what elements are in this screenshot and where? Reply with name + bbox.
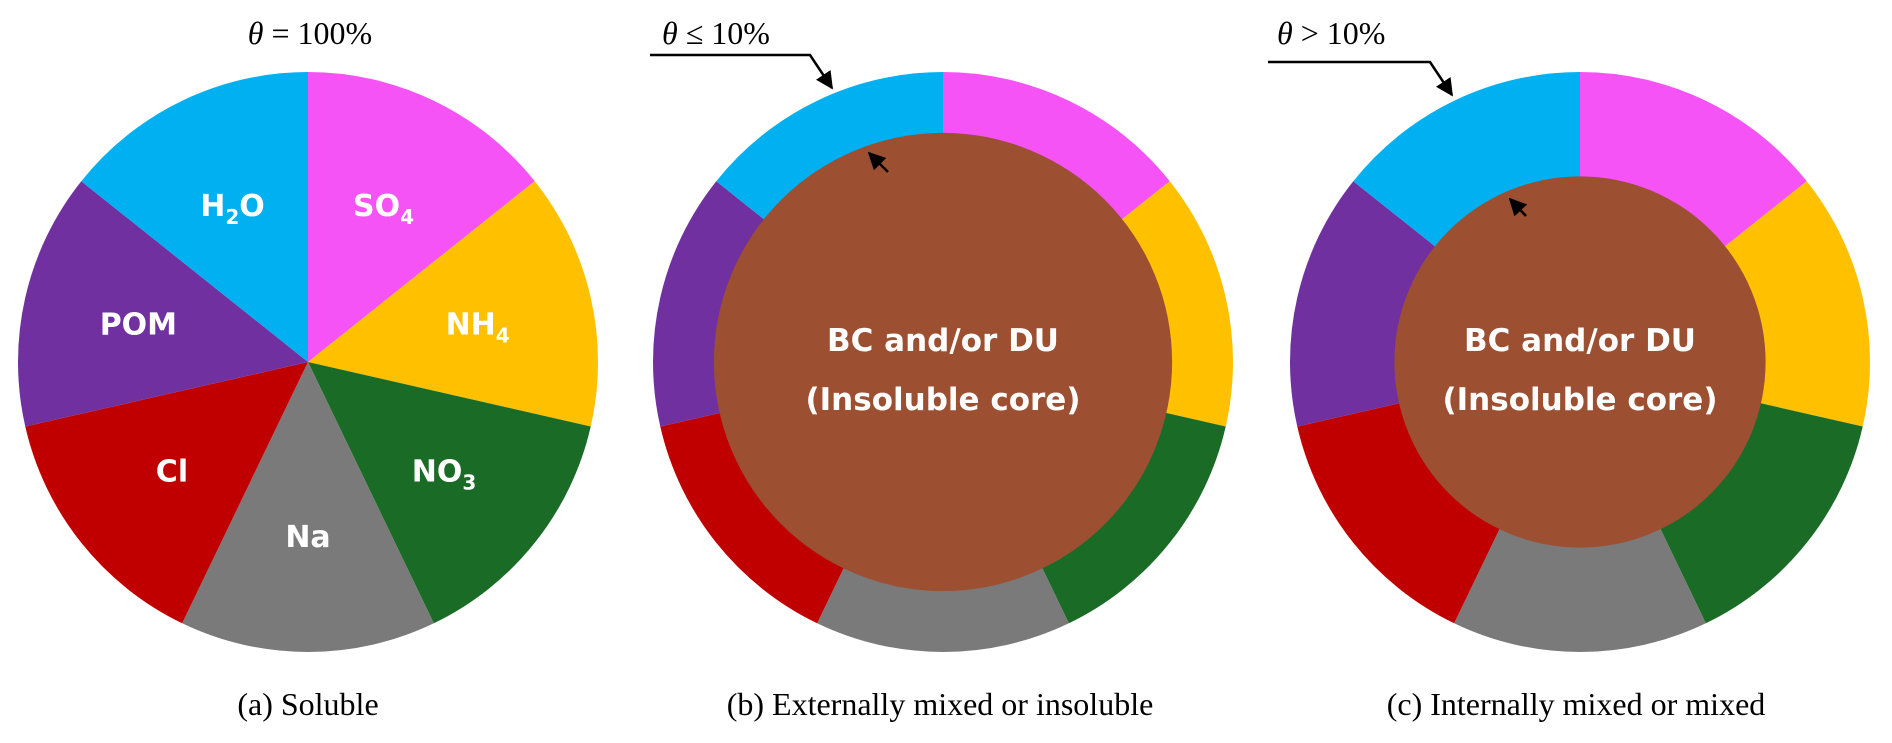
- panel-a-segment-pom: [17, 181, 308, 427]
- pie-a-labels: SO4 NH4 NO3 Na Cl POM H2O: [100, 189, 510, 555]
- panel-c: BC and/or DU (Insoluble core) θ > 10% (c…: [1268, 15, 1870, 722]
- panel-c-shell-arrow: [1508, 197, 1528, 217]
- panel-a-label-so4: SO4: [353, 189, 414, 229]
- panel-a-label-h2o: H2O: [200, 189, 265, 229]
- panel-a-label-nh4: NH4: [446, 307, 510, 347]
- panel-a-segment-nh4: [308, 181, 599, 427]
- panel-a-segment-no3: [308, 362, 591, 624]
- panel-b-core-label-line1: BC and/or DU: [827, 323, 1059, 359]
- panel-c-core-label-line2: (Insoluble core): [1442, 382, 1717, 418]
- panel-a-label-no3: NO3: [412, 454, 477, 494]
- panel-c-caption: (c) Internally mixed or mixed: [1387, 686, 1766, 722]
- panel-c-theta-leader-arrow: [1268, 60, 1454, 97]
- panel-c-insoluble-core: [1394, 176, 1766, 548]
- panel-a-label-pom: POM: [100, 307, 177, 342]
- panel-b-core-label-line2: (Insoluble core): [805, 382, 1080, 418]
- panel-a-label-na: Na: [285, 520, 330, 555]
- panel-a-segment-na: [182, 362, 434, 652]
- panel-a-theta: θ = 100%: [248, 15, 372, 51]
- panel-c-theta: θ > 10%: [1277, 15, 1385, 51]
- panel-a-label-cl: Cl: [156, 454, 188, 489]
- panel-b-theta-leader-arrow: [650, 53, 834, 90]
- panel-a-segment-cl: [25, 362, 308, 624]
- panel-b-caption: (b) Externally mixed or insoluble: [727, 686, 1154, 722]
- panel-a: SO4 NH4 NO3 Na Cl POM H2O θ = 100% (a) Soluble: [17, 15, 599, 722]
- panel-a-caption: (a) Soluble: [237, 686, 378, 722]
- panel-b-theta: θ ≤ 10%: [662, 15, 770, 51]
- panel-a-segment-so4: [308, 72, 535, 362]
- panel-a-segment-h2o: [81, 72, 309, 362]
- panel-c-core-label-line1: BC and/or DU: [1464, 323, 1696, 359]
- panel-b-insoluble-core: [713, 132, 1173, 592]
- panel-b-shell-arrow: [867, 151, 889, 173]
- panel-b: BC and/or DU (Insoluble core) θ ≤ 10% (b…: [650, 15, 1234, 722]
- pie-a-segments: [17, 72, 599, 652]
